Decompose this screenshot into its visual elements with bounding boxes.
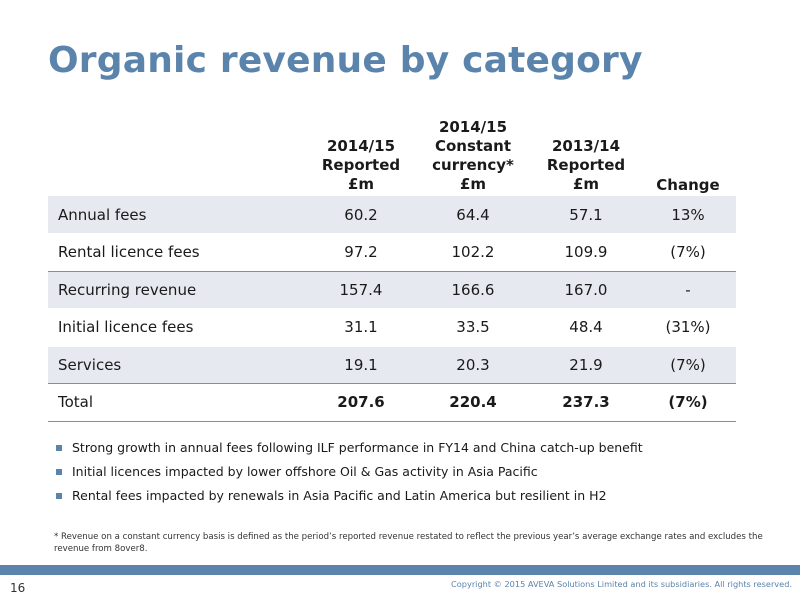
bullet-text: Initial licences impacted by lower offsh… [72, 464, 538, 479]
cell-value: 167.0 [532, 271, 640, 309]
footnote: * Revenue on a constant currency basis i… [54, 532, 763, 554]
bullet-item: Initial licences impacted by lower offsh… [56, 462, 643, 486]
header-2014-15-reported: 2014/15 Reported £m [321, 137, 401, 193]
cell-value: 48.4 [532, 308, 640, 347]
cell-value: 20.3 [414, 346, 532, 384]
page-title: Organic revenue by category [48, 40, 643, 81]
cell-value: 31.1 [308, 308, 414, 347]
bullet-text: Strong growth in annual fees following I… [72, 440, 643, 455]
cell-value: 220.4 [414, 383, 532, 422]
cell-value: 19.1 [308, 346, 414, 384]
cell-value: 21.9 [532, 346, 640, 384]
row-label: Recurring revenue [48, 271, 308, 309]
cell-change: (7%) [640, 233, 736, 272]
header-2013-14-reported: 2013/14 Reported £m [546, 137, 626, 193]
cell-value: 57.1 [532, 196, 640, 234]
footer-bar [0, 565, 800, 575]
header-category [48, 118, 308, 196]
copyright-notice: Copyright © 2015 AVEVA Solutions Limited… [451, 579, 792, 589]
cell-value: 64.4 [414, 196, 532, 234]
row-label: Rental licence fees [48, 233, 308, 272]
cell-value: 157.4 [308, 271, 414, 309]
cell-change: (7%) [640, 383, 736, 422]
table-row-total: Total 207.6 220.4 237.3 (7%) [48, 383, 736, 422]
bullet-list: Strong growth in annual fees following I… [56, 438, 643, 510]
table-header-row: 2014/15 Reported £m 2014/15 Constant currenc… [48, 118, 736, 196]
cell-change: 13% [640, 196, 736, 234]
cell-value: 166.6 [414, 271, 532, 309]
bullet-text: Rental fees impacted by renewals in Asia… [72, 488, 607, 503]
bullet-item: Rental fees impacted by renewals in Asia… [56, 486, 643, 510]
header-change: Change [656, 176, 720, 194]
table-row: Annual fees 60.2 64.4 57.1 13% [48, 196, 736, 234]
row-label: Services [48, 346, 308, 384]
table-row: Recurring revenue 157.4 166.6 167.0 - [48, 271, 736, 309]
bullet-item: Strong growth in annual fees following I… [56, 438, 643, 462]
cell-change: (7%) [640, 346, 736, 384]
bullet-square-icon [56, 469, 62, 475]
cell-value: 237.3 [532, 383, 640, 422]
header-2014-15-constant-currency: 2014/15 Constant currency* £m [432, 118, 514, 193]
cell-value: 109.9 [532, 233, 640, 272]
revenue-table: 2014/15 Reported £m 2014/15 Constant currenc… [48, 118, 736, 422]
cell-change: (31%) [640, 308, 736, 347]
table-row: Initial licence fees 31.1 33.5 48.4 (31%… [48, 308, 736, 347]
page-number: 16 [10, 581, 26, 595]
bullet-square-icon [56, 493, 62, 499]
cell-value: 33.5 [414, 308, 532, 347]
row-label: Initial licence fees [48, 308, 308, 347]
table-row: Rental licence fees 97.2 102.2 109.9 (7%… [48, 233, 736, 272]
cell-change: - [640, 271, 736, 309]
table-row: Services 19.1 20.3 21.9 (7%) [48, 346, 736, 384]
cell-value: 102.2 [414, 233, 532, 272]
cell-value: 207.6 [308, 383, 414, 422]
cell-value: 60.2 [308, 196, 414, 234]
row-label: Total [48, 383, 308, 422]
cell-value: 97.2 [308, 233, 414, 272]
row-label: Annual fees [48, 196, 308, 234]
bullet-square-icon [56, 445, 62, 451]
